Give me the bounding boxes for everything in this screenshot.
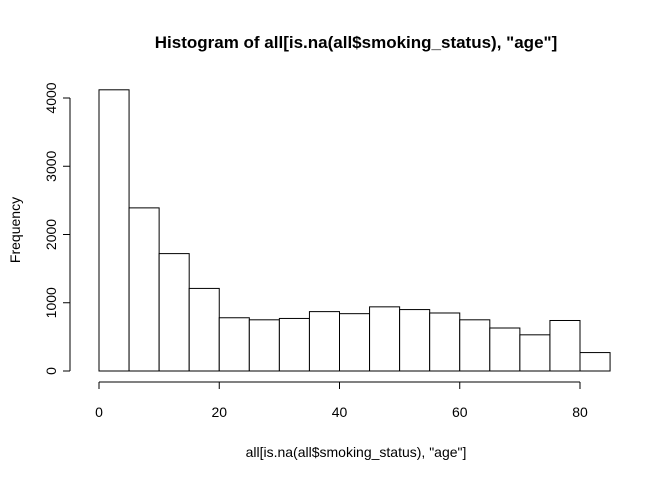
histogram-bar-15 — [549, 319, 581, 372]
x-tick-label-3: 60 — [452, 404, 468, 420]
histogram-bar-3 — [188, 287, 220, 372]
histogram-bar-10 — [399, 309, 431, 372]
x-tick-label-0: 0 — [95, 404, 103, 420]
histogram-bar-6 — [278, 317, 310, 372]
histogram-bar-1 — [128, 207, 160, 372]
y-axis: 0 1000 2000 3000 4000 — [43, 82, 71, 375]
histogram-bar-9 — [369, 306, 401, 372]
y-axis-label: Frequency — [7, 197, 23, 263]
histogram-bar-7 — [308, 311, 340, 372]
histogram-bars — [98, 89, 611, 372]
chart-title: Histogram of all[is.na(all$smoking_statu… — [155, 33, 558, 52]
x-tick-label-1: 20 — [211, 404, 227, 420]
histogram-bar-16 — [579, 352, 611, 372]
x-tick-label-2: 40 — [332, 404, 348, 420]
histogram-bar-0 — [98, 89, 130, 372]
y-tick-label-1: 1000 — [43, 287, 59, 318]
y-tick-label-4: 4000 — [43, 82, 59, 113]
histogram-bar-11 — [429, 312, 461, 372]
histogram-bar-13 — [489, 327, 521, 372]
histogram-bar-12 — [459, 319, 491, 372]
x-axis: 0 20 40 60 80 — [95, 381, 588, 420]
y-tick-label-3: 3000 — [43, 150, 59, 181]
histogram-bar-14 — [519, 334, 551, 372]
histogram-bar-4 — [218, 317, 250, 372]
y-tick-label-0: 0 — [43, 367, 59, 375]
x-axis-label: all[is.na(all$smoking_status), "age"] — [246, 444, 467, 460]
y-tick-label-2: 2000 — [43, 219, 59, 250]
histogram-bar-8 — [339, 313, 371, 372]
x-tick-label-4: 80 — [572, 404, 588, 420]
histogram-bar-2 — [158, 253, 190, 372]
histogram-bar-5 — [248, 319, 280, 372]
